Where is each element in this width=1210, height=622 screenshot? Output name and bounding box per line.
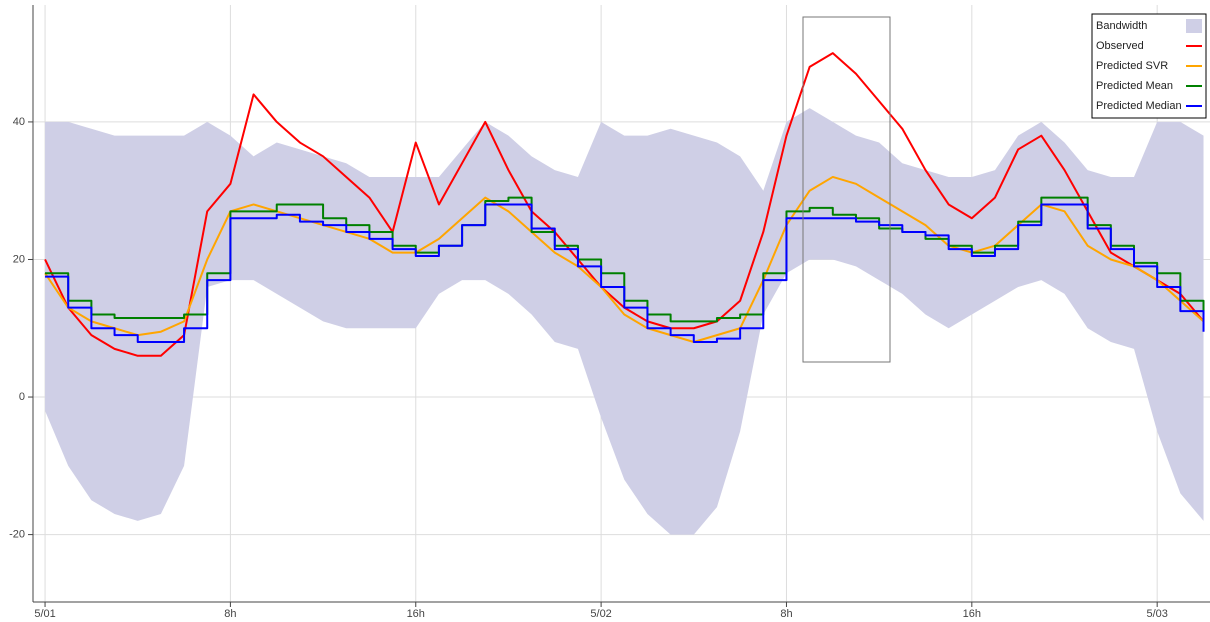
legend-label: Observed xyxy=(1096,40,1144,52)
y-tick-label: 40 xyxy=(13,116,25,128)
series-line xyxy=(45,203,1205,344)
x-tick-label: 5/02 xyxy=(590,608,611,620)
legend-label: Bandwidth xyxy=(1096,20,1147,32)
y-tick-label: 20 xyxy=(13,253,25,265)
legend-label: Predicted Mean xyxy=(1096,80,1173,92)
y-tick-label: 0 xyxy=(19,391,25,403)
legend: Bandwidth Observed Predicted SVR Predicted … xyxy=(1091,13,1207,119)
legend-label: Predicted Median xyxy=(1096,100,1182,112)
selection-box xyxy=(802,16,891,363)
x-tick-label: 8h xyxy=(780,608,792,620)
legend-label: Predicted SVR xyxy=(1096,60,1168,72)
x-tick-label: 8h xyxy=(224,608,236,620)
x-tick-label: 5/03 xyxy=(1146,608,1167,620)
legend-swatch xyxy=(1186,19,1202,33)
x-tick-label: 16h xyxy=(407,608,425,620)
x-tick-label: 16h xyxy=(963,608,981,620)
x-tick-label: 5/01 xyxy=(34,608,55,620)
bandwidth-area xyxy=(45,108,1204,535)
series-line xyxy=(44,175,1205,344)
y-tick-label: -20 xyxy=(9,529,25,541)
